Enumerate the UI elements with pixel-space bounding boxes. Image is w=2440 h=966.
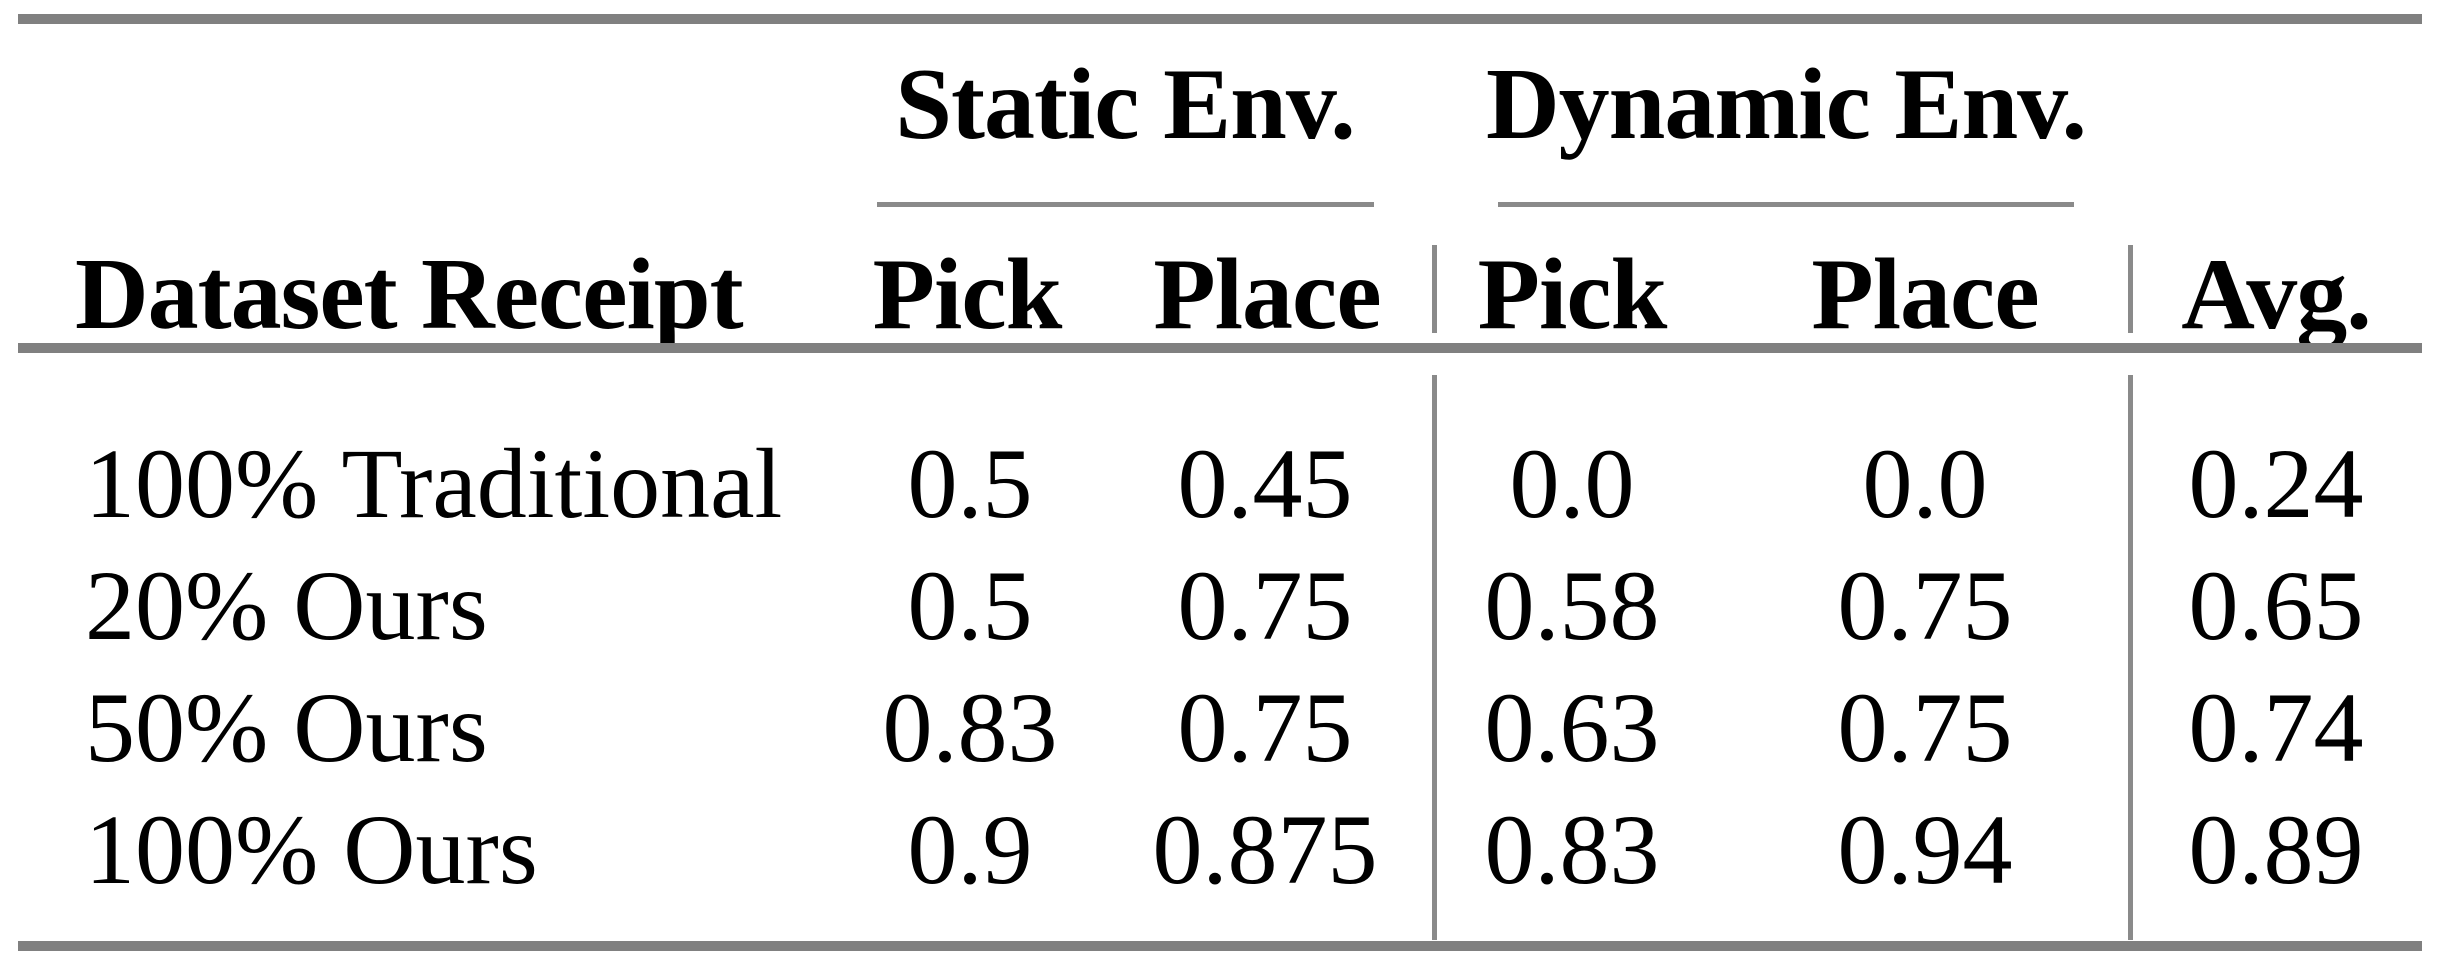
column-header-dynamic-place: Place — [1811, 237, 2039, 351]
table-header-rule — [18, 343, 2422, 353]
cell-static-place: 0.45 — [1177, 427, 1353, 539]
column-header-dataset: Dataset Receipt — [75, 237, 744, 351]
group-header-static-env: Static Env. — [895, 47, 1355, 161]
cell-dynamic-pick: 0.83 — [1484, 793, 1660, 905]
cell-static-place: 0.75 — [1177, 671, 1353, 783]
cell-dynamic-place: 0.75 — [1837, 671, 2013, 783]
vertical-separator-2-body — [2128, 375, 2133, 940]
cell-avg: 0.89 — [2188, 793, 2364, 905]
cell-static-pick: 0.9 — [907, 793, 1033, 905]
table-row: 100% Ours 0.9 0.875 0.83 0.94 0.89 — [0, 791, 2440, 907]
cell-static-pick: 0.83 — [882, 671, 1058, 783]
column-header-static-pick: Pick — [872, 237, 1063, 351]
vertical-separator-1-header — [1432, 245, 1437, 333]
vertical-separator-1-body — [1432, 375, 1437, 940]
column-header-avg: Avg. — [2181, 237, 2372, 351]
cell-dynamic-place: 0.94 — [1837, 793, 2013, 905]
cell-dynamic-pick: 0.0 — [1509, 427, 1635, 539]
cell-avg: 0.65 — [2188, 549, 2364, 661]
vertical-separator-2-header — [2128, 245, 2133, 333]
column-header-dynamic-pick: Pick — [1477, 237, 1668, 351]
table-bottom-rule — [18, 941, 2422, 951]
table-row: 20% Ours 0.5 0.75 0.58 0.75 0.65 — [0, 547, 2440, 663]
cell-avg: 0.24 — [2188, 427, 2364, 539]
table-top-rule — [18, 14, 2422, 24]
table-row: 50% Ours 0.83 0.75 0.63 0.75 0.74 — [0, 669, 2440, 785]
column-header-static-place: Place — [1153, 237, 1381, 351]
table-row: 100% Traditional 0.5 0.45 0.0 0.0 0.24 — [0, 425, 2440, 541]
cell-dynamic-place: 0.0 — [1862, 427, 1988, 539]
cell-dynamic-pick: 0.63 — [1484, 671, 1660, 783]
cell-avg: 0.74 — [2188, 671, 2364, 783]
dynamic-env-underline — [1498, 202, 2074, 207]
cell-dynamic-pick: 0.58 — [1484, 549, 1660, 661]
cell-static-place: 0.75 — [1177, 549, 1353, 661]
cell-static-place: 0.875 — [1152, 793, 1378, 905]
group-header-dynamic-env: Dynamic Env. — [1485, 47, 2087, 161]
row-label: 100% Traditional — [85, 427, 783, 539]
static-env-underline — [877, 202, 1374, 207]
cell-static-pick: 0.5 — [907, 549, 1033, 661]
row-label: 100% Ours — [85, 793, 538, 905]
row-label: 50% Ours — [85, 671, 488, 783]
cell-static-pick: 0.5 — [907, 427, 1033, 539]
row-label: 20% Ours — [85, 549, 488, 661]
cell-dynamic-place: 0.75 — [1837, 549, 2013, 661]
